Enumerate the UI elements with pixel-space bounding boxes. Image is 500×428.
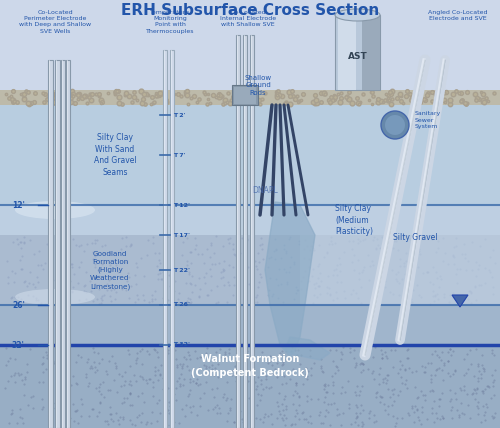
Text: T 12': T 12' [173, 202, 190, 208]
Bar [62, 60, 63, 428]
Bar [163, 50, 167, 428]
Text: Silty Gravel: Silty Gravel [393, 233, 437, 242]
Text: T 2': T 2' [173, 113, 186, 118]
Text: Walnut Formation
(Competent Bedrock): Walnut Formation (Competent Bedrock) [191, 354, 309, 378]
Bar [54, 60, 60, 428]
Bar [66, 60, 70, 428]
Bar [244, 35, 245, 428]
Text: Co-Located
Perimeter Electrode
with Deep and Shallow
SVE Wells: Co-Located Perimeter Electrode with Deep… [19, 10, 91, 34]
Bar [61, 60, 65, 428]
Ellipse shape [335, 9, 380, 21]
Bar [0, 90, 500, 105]
Bar [234, 87, 256, 104]
Text: AST: AST [348, 52, 368, 61]
Bar [0, 0, 500, 90]
Bar [236, 35, 240, 428]
Bar [243, 35, 247, 428]
Text: T 22': T 22' [173, 268, 190, 273]
Bar [0, 235, 500, 305]
Text: T 7': T 7' [173, 152, 186, 158]
Bar [362, 15, 380, 90]
Bar [48, 60, 52, 428]
Text: 32': 32' [12, 341, 25, 350]
Text: DNAPL: DNAPL [252, 185, 278, 194]
Circle shape [381, 111, 409, 139]
Text: Angled Co-Located
Electrode and SVE: Angled Co-Located Electrode and SVE [428, 10, 488, 21]
Bar [48, 60, 50, 428]
Text: 26': 26' [12, 300, 25, 309]
Bar [164, 50, 165, 428]
Text: Silty Clay
With Sand
And Gravel
Seams: Silty Clay With Sand And Gravel Seams [94, 133, 136, 177]
Text: ERH Subsurface Cross Section: ERH Subsurface Cross Section [121, 3, 379, 18]
Bar [0, 205, 500, 235]
Bar [170, 50, 174, 428]
Text: Temperature
Monitoring
Point with
Thermocouples: Temperature Monitoring Point with Thermo… [146, 10, 194, 34]
Bar [67, 60, 68, 428]
Bar [300, 205, 500, 305]
Ellipse shape [15, 201, 95, 219]
Text: Goodland
Formation
(Highly
Weathered
Limestone): Goodland Formation (Highly Weathered Lim… [90, 250, 130, 289]
Text: Sanitary
Sewer
System: Sanitary Sewer System [415, 111, 442, 129]
Text: T 17': T 17' [173, 232, 190, 238]
Ellipse shape [15, 289, 95, 305]
Polygon shape [265, 202, 315, 357]
Bar [0, 345, 500, 428]
Polygon shape [452, 295, 468, 307]
Bar [338, 15, 356, 90]
Bar [335, 15, 380, 90]
Bar [171, 50, 172, 428]
Bar [0, 105, 500, 205]
Text: 12': 12' [12, 200, 25, 209]
Text: T 26': T 26' [173, 303, 190, 307]
Bar [237, 35, 238, 428]
Polygon shape [285, 337, 330, 360]
Text: T 32': T 32' [173, 342, 190, 348]
Text: Shallow
Ground
Rods: Shallow Ground Rods [244, 74, 272, 95]
Bar [251, 35, 252, 428]
Bar [0, 305, 500, 345]
Bar [232, 85, 258, 105]
Bar [250, 35, 254, 428]
Text: Co-Located
Internal Electrode
with Shallow SVE: Co-Located Internal Electrode with Shall… [220, 10, 276, 27]
Circle shape [385, 115, 405, 135]
Bar [56, 60, 57, 428]
Text: Silty Clay
(Medium
Plasticity): Silty Clay (Medium Plasticity) [335, 204, 373, 236]
